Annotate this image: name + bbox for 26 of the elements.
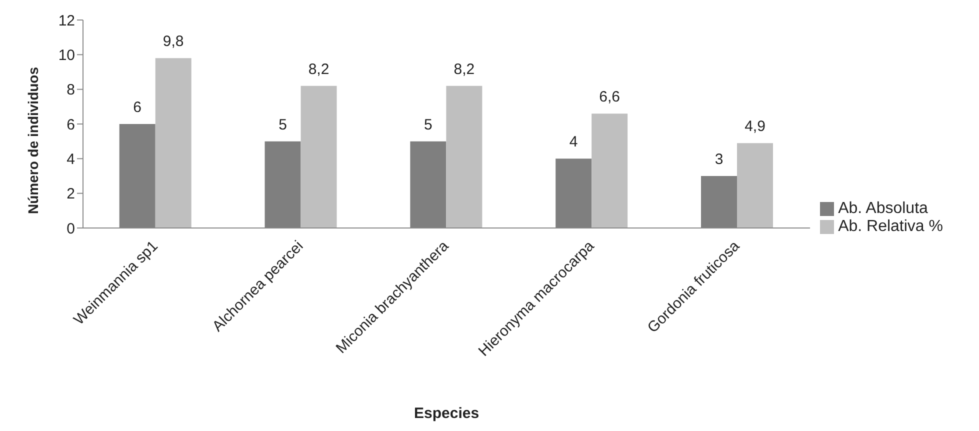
bar <box>592 114 628 228</box>
data-label: 5 <box>424 116 432 134</box>
bar <box>300 86 337 228</box>
y-tick-label: 0 <box>66 220 75 238</box>
y-tick-label: 6 <box>66 116 75 134</box>
y-axis-title: Número de individuos <box>24 66 41 214</box>
y-tick-label: 10 <box>58 46 75 64</box>
bar <box>737 143 774 228</box>
data-label: 4 <box>569 134 578 151</box>
data-label: 8,2 <box>454 60 475 78</box>
legend-label: Ab. Relativa % <box>838 218 943 235</box>
bar <box>446 86 482 228</box>
y-tick-label: 8 <box>66 82 75 99</box>
data-label: 8,2 <box>308 60 330 78</box>
bar <box>155 58 192 228</box>
data-label: 4,9 <box>744 118 766 136</box>
data-label: 3 <box>714 151 724 168</box>
y-tick-label: 12 <box>58 12 75 30</box>
data-label: 5 <box>278 116 287 134</box>
data-label: 9,8 <box>162 33 184 50</box>
data-label: 6 <box>133 99 142 116</box>
y-tick-label: 4 <box>66 150 75 168</box>
legend-label: Ab. Absoluta <box>838 200 928 217</box>
data-label: 6,6 <box>599 88 620 106</box>
y-tick-label: 2 <box>66 186 75 203</box>
x-axis-title: Especies <box>414 405 480 422</box>
